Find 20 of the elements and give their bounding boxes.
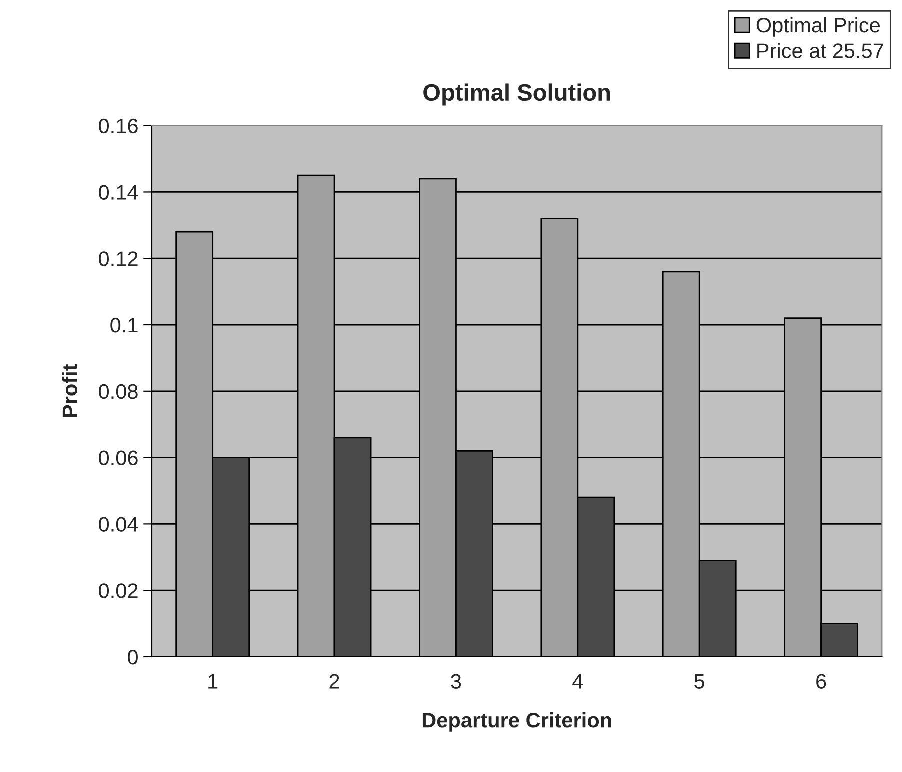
y-tick-label: 0.08 <box>99 384 138 400</box>
y-tick-label: 0.16 <box>99 118 138 134</box>
y-axis-title: Profit <box>62 364 78 418</box>
y-tick-label: 0.06 <box>99 450 138 466</box>
x-tick-label: 5 <box>694 674 705 689</box>
x-axis-title: Departure Criterion <box>422 712 612 732</box>
y-tick-label: 0.1 <box>110 318 138 333</box>
y-tick-label: 0.04 <box>99 517 138 532</box>
x-tick-label: 2 <box>330 674 340 689</box>
x-tick-label: 4 <box>572 674 584 689</box>
x-tick-label: 6 <box>816 674 826 689</box>
x-tick-label: 1 <box>208 674 218 689</box>
y-tick-label: 0.12 <box>99 252 138 266</box>
y-tick-label: 0 <box>128 650 138 665</box>
chart-title: Optimal Solution <box>424 84 610 106</box>
legend-label: Optimal Price <box>756 17 880 37</box>
x-tick-label: 3 <box>451 674 462 689</box>
legend-label: Price at 25.57 <box>758 43 884 58</box>
y-tick-label: 0.02 <box>99 584 138 598</box>
y-tick-label: 0.14 <box>99 185 138 200</box>
